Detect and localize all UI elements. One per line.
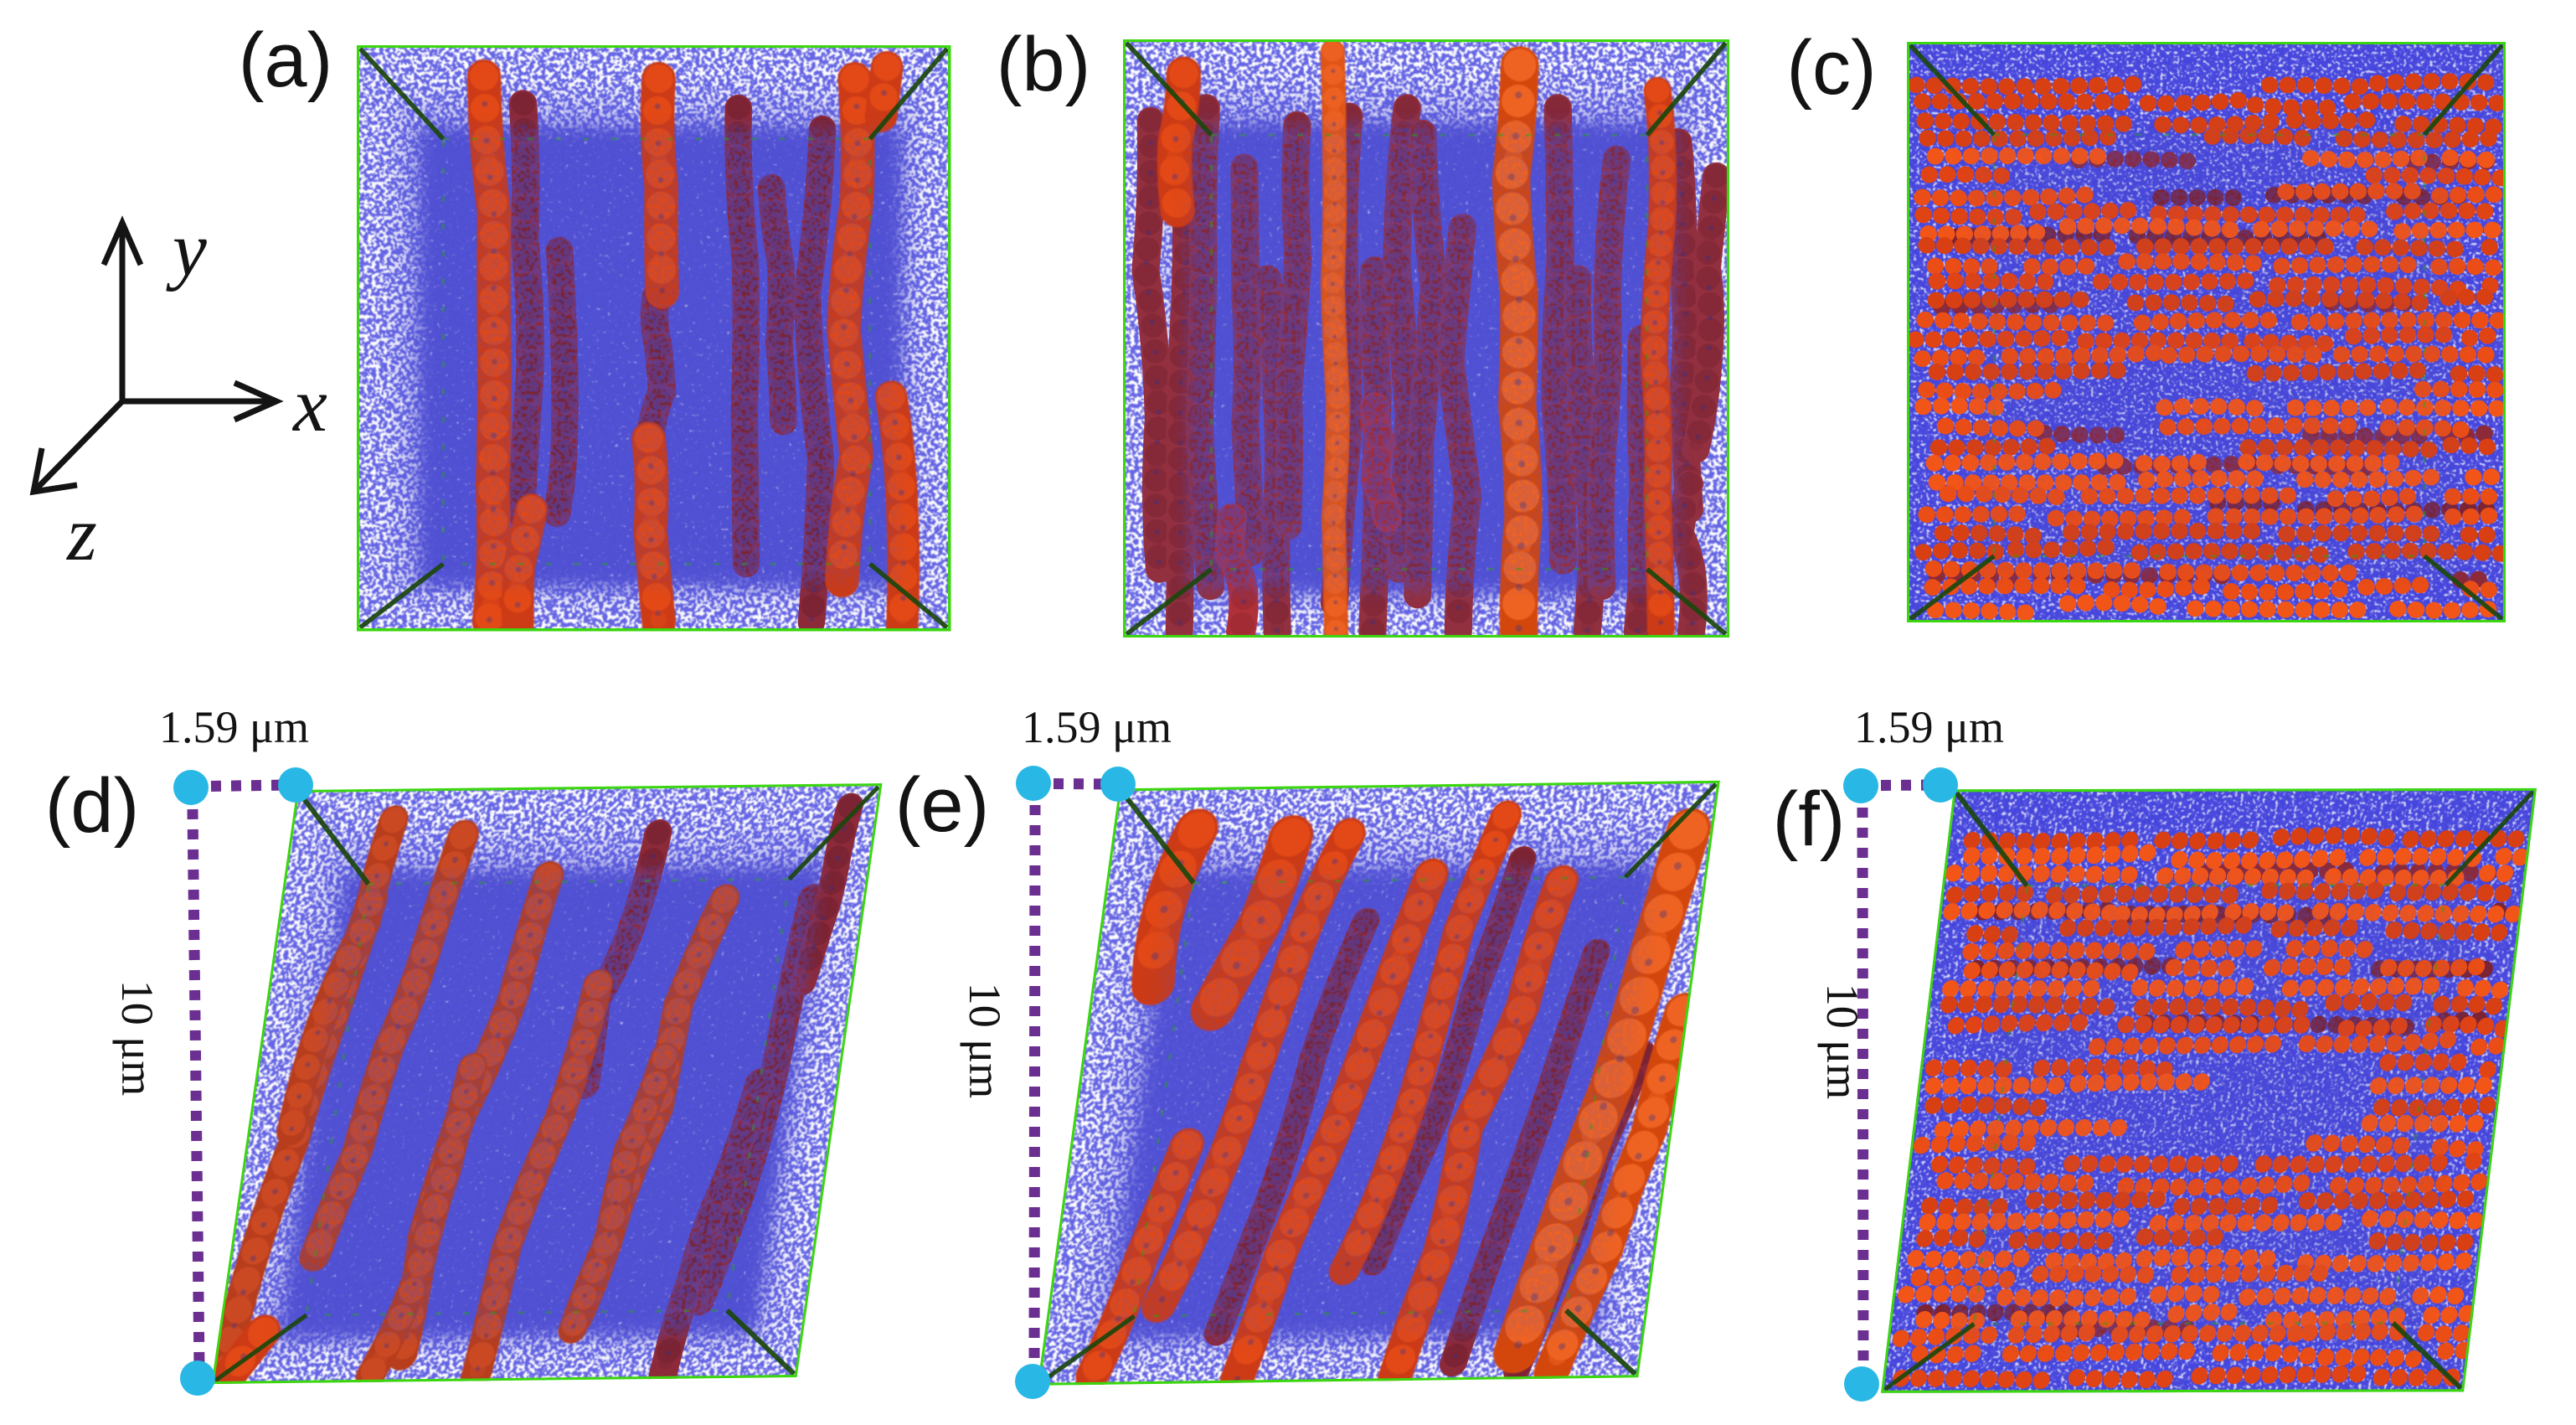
svg-text:1.59 μm: 1.59 μm	[1022, 702, 1172, 752]
svg-text:z: z	[65, 491, 97, 576]
svg-text:1.59 μm: 1.59 μm	[1854, 702, 2004, 752]
svg-text:(d): (d)	[45, 763, 139, 849]
svg-text:10 μm: 10 μm	[112, 980, 162, 1096]
svg-text:10 μm: 10 μm	[960, 983, 1010, 1098]
svg-text:(a): (a)	[239, 18, 332, 103]
svg-text:(b): (b)	[997, 22, 1090, 107]
svg-text:y: y	[166, 206, 207, 292]
svg-text:1.59 μm: 1.59 μm	[159, 702, 309, 752]
svg-text:(c): (c)	[1786, 25, 1876, 111]
svg-text:x: x	[291, 362, 327, 447]
svg-text:(f): (f)	[1773, 777, 1846, 862]
svg-text:(e): (e)	[895, 762, 989, 848]
svg-text:10 μm: 10 μm	[1817, 984, 1868, 1099]
